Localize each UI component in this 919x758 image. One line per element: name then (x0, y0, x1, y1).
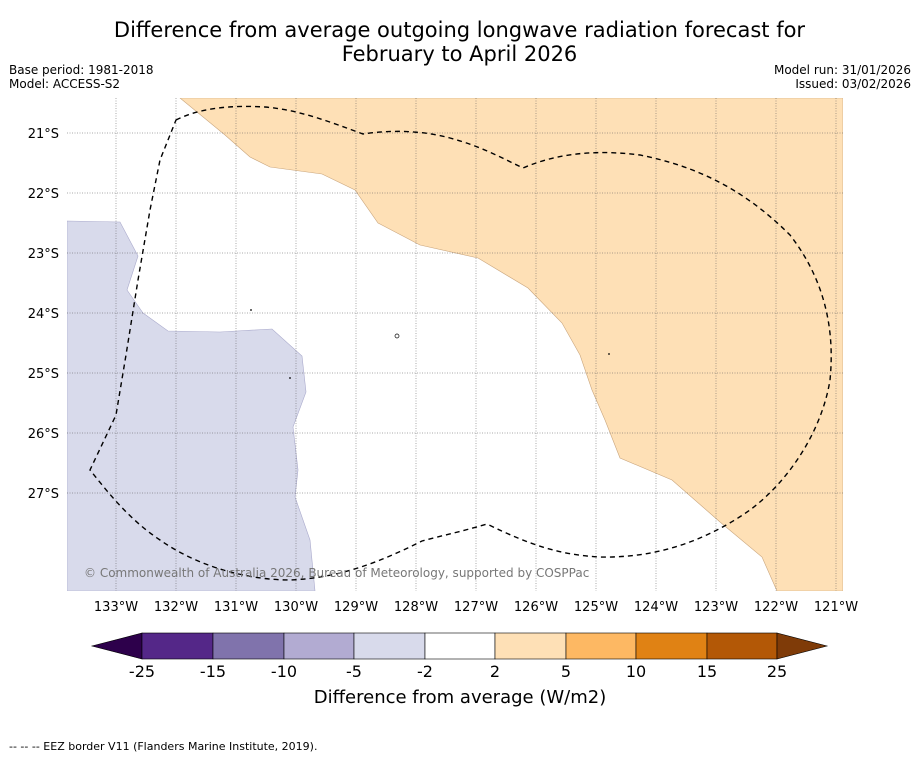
lat-label: 27°S (28, 487, 59, 502)
meta-right: Model run: 31/01/2026 Issued: 03/02/2026 (774, 63, 911, 91)
lon-label: 126°W (514, 600, 558, 615)
model-run-text: Model run: 31/01/2026 (773, 63, 911, 77)
negative-anomaly-region (67, 220, 316, 591)
lon-label: 124°W (634, 600, 678, 615)
lat-label: 22°S (28, 187, 59, 202)
lat-label: 25°S (28, 367, 59, 382)
island-speck (608, 353, 610, 355)
colorbar-over-arrow (776, 632, 829, 660)
colorbar-segment (706, 632, 778, 660)
lon-label: 131°W (214, 600, 258, 615)
colorbar-tick-label: -15 (200, 662, 226, 681)
colorbar-tick-label: -25 (129, 662, 155, 681)
colorbar-segment (283, 632, 355, 660)
lon-label: 133°W (94, 600, 138, 615)
colorbar-segment (212, 632, 285, 660)
lon-label: 127°W (454, 600, 498, 615)
lon-label: 129°W (334, 600, 378, 615)
colorbar-segment (635, 632, 708, 660)
island-speck (289, 377, 291, 379)
lat-label: 23°S (28, 247, 59, 262)
island-speck (394, 333, 400, 339)
map-title: Difference from average outgoing longwav… (0, 18, 919, 66)
longitude-gridlines (115, 98, 837, 591)
colorbar-tick-label: 5 (561, 662, 571, 681)
lon-label: 130°W (274, 600, 318, 615)
island-speck (250, 309, 252, 311)
latitude-gridlines (67, 132, 843, 494)
lon-label: 123°W (694, 600, 738, 615)
lon-label: 128°W (394, 600, 438, 615)
colorbar (90, 632, 829, 660)
lon-label: 121°W (814, 600, 858, 615)
lon-label: 132°W (154, 600, 198, 615)
latitude-labels: 21°S 22°S 23°S 24°S 25°S 26°S 27°S (28, 127, 59, 502)
colorbar-tick-label: -5 (346, 662, 362, 681)
colorbar-tick-label: -2 (417, 662, 433, 681)
colorbar-segment (424, 632, 496, 660)
colorbar-tick-label: 25 (767, 662, 787, 681)
copyright-text: © Commonwealth of Australia 2026, Bureau… (84, 566, 589, 580)
colorbar-under-arrow (90, 632, 143, 660)
colorbar-segment (565, 632, 637, 660)
eez-border (89, 105, 832, 581)
longitude-labels: 133°W 132°W 131°W 130°W 129°W 128°W 127°… (94, 600, 858, 615)
eez-footnote: -- -- -- EEZ border V11 (Flanders Marine… (9, 740, 318, 753)
lat-label: 26°S (28, 427, 59, 442)
colorbar-ticks: -25 -15 -10 -5 -2 2 5 10 15 25 (129, 662, 787, 681)
map-area: © Commonwealth of Australia 2026, Bureau… (67, 98, 843, 591)
colorbar-tick-label: -10 (271, 662, 297, 681)
colorbar-title: Difference from average (W/m2) (314, 687, 606, 708)
lon-label: 122°W (754, 600, 798, 615)
colorbar-tick-label: 15 (697, 662, 717, 681)
map-title-line-1: Difference from average outgoing longwav… (113, 18, 806, 42)
model-text: Model: ACCESS-S2 (9, 77, 121, 91)
colorbar-segment (353, 632, 426, 660)
colorbar-segment (141, 632, 214, 660)
colorbar-segment (494, 632, 567, 660)
lon-label: 125°W (574, 600, 618, 615)
colorbar-tick-label: 2 (490, 662, 500, 681)
issued-text: Issued: 03/02/2026 (795, 77, 911, 91)
lat-label: 21°S (28, 127, 59, 142)
base-period-text: Base period: 1981-2018 (9, 63, 154, 77)
colorbar-tick-label: 10 (626, 662, 646, 681)
map-title-line-2: February to April 2026 (341, 42, 578, 66)
lat-label: 24°S (28, 307, 59, 322)
meta-left: Base period: 1981-2018 Model: ACCESS-S2 (9, 63, 154, 91)
